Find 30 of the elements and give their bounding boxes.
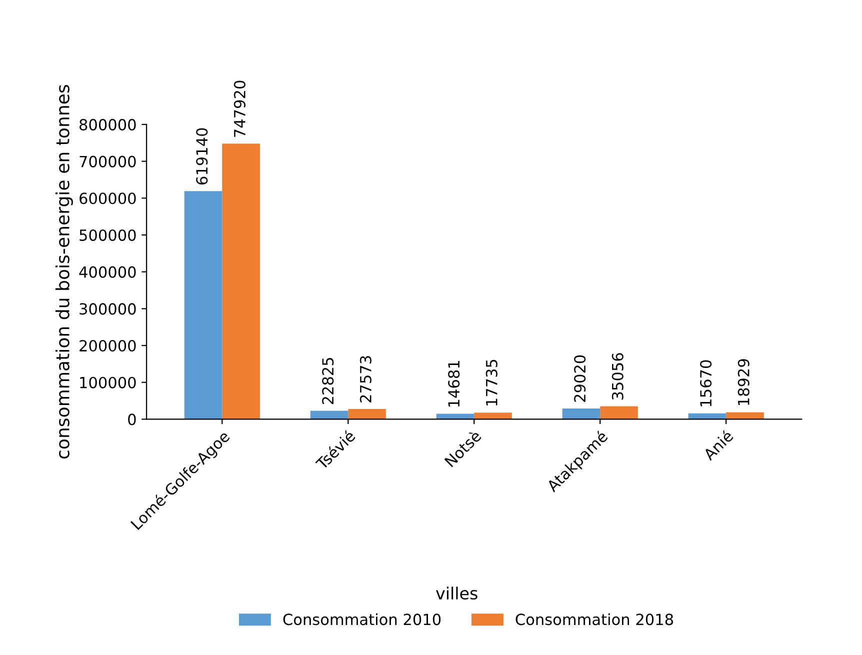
data-label: 27573	[360, 356, 372, 402]
bar	[348, 409, 386, 420]
legend-label: Consommation 2010	[283, 613, 441, 626]
bar	[726, 412, 764, 420]
y-tick-label: 800000	[80, 118, 136, 130]
data-label: 35056	[612, 353, 624, 400]
y-tick-label: 0	[128, 414, 136, 426]
data-label: 14681	[448, 361, 460, 407]
bar	[562, 408, 600, 420]
data-label: 18929	[738, 359, 750, 405]
data-label: 29020	[574, 355, 586, 402]
data-label: 17735	[486, 360, 498, 406]
bar	[600, 406, 638, 420]
y-tick-label: 500000	[80, 229, 136, 242]
data-label: 619140	[196, 128, 208, 184]
y-axis-title: consommation du bois-energie en tonnes	[55, 84, 73, 459]
y-tick-label: 100000	[80, 376, 136, 388]
y-tick-label: 300000	[80, 303, 136, 315]
y-tick-label: 200000	[80, 340, 136, 352]
y-tick-label: 600000	[80, 192, 136, 204]
data-label: 22825	[322, 358, 334, 404]
bar	[184, 191, 222, 420]
data-label: 747920	[234, 80, 246, 137]
data-label: 15670	[700, 360, 712, 406]
y-tick-label: 400000	[79, 266, 136, 278]
x-axis-title: villes	[436, 586, 478, 600]
bar	[222, 144, 260, 420]
y-tick-label: 700000	[80, 156, 136, 168]
legend-label: Consommation 2018	[516, 613, 674, 626]
bar	[474, 412, 512, 420]
